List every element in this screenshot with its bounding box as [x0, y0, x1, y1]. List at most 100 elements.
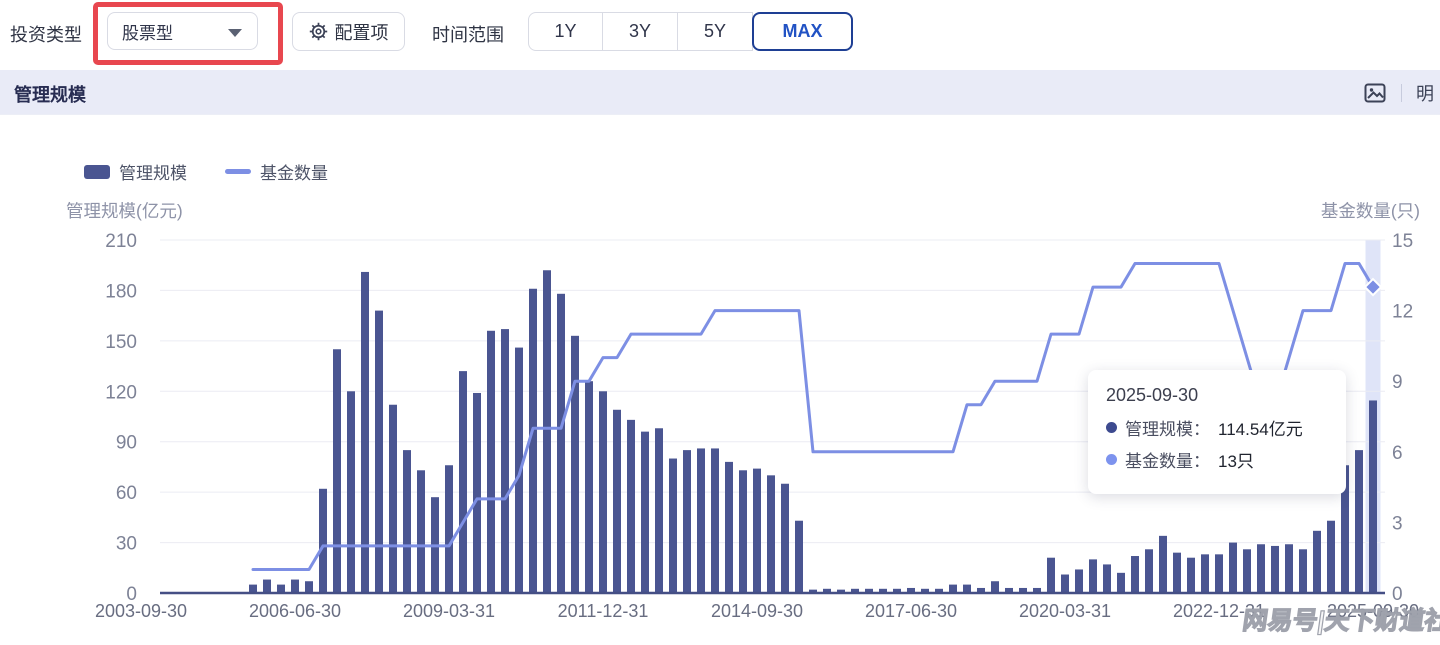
chart-canvas[interactable]: 0 30 60 90 120 150 180 210 0 3 6 9 12 15 管理规模(亿元) 基金数量(… — [0, 115, 1440, 645]
bar[interactable] — [1215, 554, 1223, 593]
bar[interactable] — [781, 483, 789, 593]
bar[interactable] — [599, 391, 607, 593]
bar[interactable] — [389, 404, 397, 593]
bar[interactable] — [1285, 544, 1293, 593]
y-axis-tick-left: 150 — [105, 332, 137, 353]
bar[interactable] — [585, 381, 593, 593]
bar[interactable] — [641, 431, 649, 593]
bar[interactable] — [333, 349, 341, 593]
bar[interactable] — [893, 588, 901, 593]
bar[interactable] — [543, 270, 551, 593]
bar[interactable] — [725, 461, 733, 593]
bar[interactable] — [1243, 549, 1251, 593]
bar[interactable] — [1187, 557, 1195, 593]
bar[interactable] — [1033, 587, 1041, 593]
bar[interactable] — [291, 579, 299, 593]
tooltip-label-count: 基金数量： — [1125, 452, 1210, 471]
bar[interactable] — [851, 588, 859, 593]
bar[interactable] — [767, 475, 775, 593]
bar[interactable] — [1131, 556, 1139, 593]
bar[interactable] — [977, 587, 985, 593]
bar[interactable] — [1089, 559, 1097, 593]
bar[interactable] — [529, 288, 537, 593]
bar[interactable] — [501, 329, 509, 593]
range-button-1y[interactable]: 1Y — [528, 12, 603, 51]
y-axis-tick-left: 60 — [116, 483, 137, 504]
bar[interactable] — [1117, 572, 1125, 593]
bar[interactable] — [1145, 549, 1153, 593]
bar[interactable] — [963, 584, 971, 593]
bar[interactable] — [361, 271, 369, 593]
bar[interactable] — [655, 428, 663, 593]
bar[interactable] — [417, 470, 425, 593]
bar[interactable] — [487, 330, 495, 593]
bar[interactable] — [571, 335, 579, 593]
image-export-icon[interactable] — [1363, 81, 1387, 105]
bar[interactable] — [1201, 554, 1209, 593]
bar[interactable] — [879, 588, 887, 593]
y-axis-title-right: 基金数量(只) — [1321, 201, 1420, 221]
bar[interactable] — [809, 589, 817, 593]
bar[interactable] — [1159, 535, 1167, 593]
bar[interactable] — [1341, 465, 1349, 593]
range-button-5y[interactable]: 5Y — [678, 12, 753, 51]
bar[interactable] — [1019, 587, 1027, 593]
bar[interactable] — [795, 520, 803, 593]
bar[interactable] — [739, 470, 747, 593]
investment-type-dropdown[interactable]: 股票型 — [107, 12, 258, 50]
bar[interactable] — [305, 581, 313, 593]
bar[interactable] — [837, 589, 845, 593]
bar[interactable] — [375, 310, 383, 593]
bar[interactable] — [627, 419, 635, 593]
bar[interactable] — [403, 450, 411, 593]
bar[interactable] — [1103, 564, 1111, 593]
bar[interactable] — [459, 371, 467, 593]
bar[interactable] — [865, 588, 873, 593]
legend-item-count[interactable]: 基金数量 — [225, 159, 328, 184]
bar[interactable] — [669, 458, 677, 593]
bar[interactable] — [1355, 450, 1363, 593]
bar[interactable] — [1313, 530, 1321, 593]
bar[interactable] — [697, 448, 705, 593]
bar[interactable] — [445, 465, 453, 593]
bar[interactable] — [249, 584, 257, 593]
investment-type-label: 投资类型 — [10, 25, 82, 45]
bar[interactable] — [263, 579, 271, 593]
bar[interactable] — [935, 588, 943, 593]
bar[interactable] — [1061, 574, 1069, 593]
bar[interactable] — [1173, 552, 1181, 593]
detail-link-truncated[interactable]: 明 — [1416, 83, 1434, 104]
bar[interactable] — [1271, 545, 1279, 593]
bar[interactable] — [753, 468, 761, 593]
range-button-max[interactable]: MAX — [752, 12, 853, 51]
legend-item-scale[interactable]: 管理规模 — [84, 159, 187, 184]
range-button-3y[interactable]: 3Y — [603, 12, 678, 51]
bar[interactable] — [277, 584, 285, 593]
bar[interactable] — [1257, 544, 1265, 593]
bar[interactable] — [473, 392, 481, 593]
bar[interactable] — [711, 448, 719, 593]
bar[interactable] — [1229, 542, 1237, 593]
tooltip-row-count: 基金数量： 13只 — [1106, 447, 1328, 472]
bar[interactable] — [921, 588, 929, 593]
bar[interactable] — [1075, 569, 1083, 593]
time-range-group: 1Y 3Y 5Y MAX — [528, 12, 853, 51]
bar[interactable] — [949, 584, 957, 593]
bar[interactable] — [907, 587, 915, 593]
bar[interactable] — [1299, 549, 1307, 593]
bar[interactable] — [823, 588, 831, 593]
bar[interactable] — [991, 581, 999, 593]
bar[interactable] — [683, 450, 691, 593]
bar[interactable] — [1047, 557, 1055, 593]
bar[interactable] — [1327, 520, 1335, 593]
x-axis-tick: 2011-12-31 — [558, 601, 649, 621]
config-button[interactable]: 配置项 — [292, 12, 405, 51]
legend-line-swatch — [225, 169, 251, 174]
bar[interactable] — [613, 409, 621, 593]
bar[interactable] — [319, 488, 327, 593]
bar[interactable] — [557, 293, 565, 593]
bar[interactable] — [347, 391, 355, 593]
bar[interactable] — [1369, 400, 1377, 593]
bar[interactable] — [1005, 587, 1013, 593]
